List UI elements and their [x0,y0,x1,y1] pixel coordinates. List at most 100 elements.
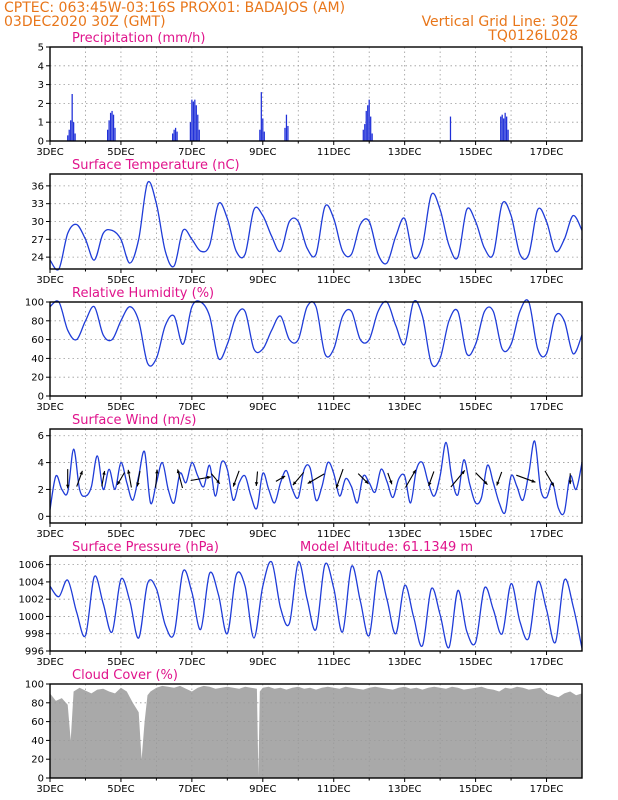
y-tick-label: 0 [38,774,44,785]
wind-arrow [387,472,393,485]
panel-title-temp: Surface Temperature (nC) [72,158,240,173]
x-tick-label: 11DEC [317,529,351,540]
wind-arrow-head [66,484,70,489]
y-tick-label: 60 [31,335,44,346]
wind-arrow-head [176,469,181,474]
panel-temp: Surface Temperature (nC) 24 27 30 33 36 3DEC 5D… [31,158,583,286]
x-tick-label: 9DEC [249,657,276,668]
precip-bar [367,105,369,141]
x-tick-label: 15DEC [459,529,493,540]
wind-arrow-head [292,481,297,486]
x-tick-label: 3DEC [36,784,63,795]
panel-rh: Relative Humidity (%) 0 20 40 60 80 100 3DEC 5DE… [25,286,583,413]
precip-bar [370,116,372,141]
precip-bar [195,105,197,141]
wind-arrow-head [79,470,83,475]
y-tick-label: 1000 [19,612,44,623]
wind-arrow [428,471,435,487]
wind-arrow-head [206,475,211,480]
x-tick-label: 11DEC [317,657,351,668]
y-tick-label: 2 [38,485,44,496]
precip-bar [71,94,73,141]
wind-arrow-head [127,469,131,474]
x-tick-label: 17DEC [530,275,564,286]
precip-bar [506,116,508,141]
precip-bar [260,92,262,141]
x-tick-label: 5DEC [107,784,134,795]
precip-bar [198,129,200,141]
x-tick-label: 5DEC [107,275,134,286]
x-tick-label: 7DEC [178,657,205,668]
series-line-temp [49,180,583,271]
x-tick-label: 3DEC [36,529,63,540]
panel-wind: Surface Wind (m/s) 0 2 4 6 3DEC 5DEC 7DEC 9DEC 11… [36,413,583,540]
x-tick-label: 13DEC [388,784,422,795]
y-tick-label: 40 [31,736,44,747]
x-tick-label: 11DEC [317,402,351,413]
x-tick-label: 15DEC [459,275,493,286]
x-tick-label: 15DEC [459,784,493,795]
wind-arrow-head [364,480,369,484]
wind-arrow [275,475,286,482]
y-tick-label: 80 [31,316,44,327]
wind-arrow [292,471,305,486]
series-line-pressure [49,560,583,649]
x-tick-label: 9DEC [249,784,276,795]
precip-bar [285,114,288,141]
y-tick-label: 1002 [19,595,44,606]
panel-pressure: Surface Pressure (hPa) Model Altitude: 61… [19,540,583,668]
precip-bar [111,110,113,141]
wind-arrow [475,472,488,485]
wind-arrow-head [568,480,572,485]
header-station-line: CPTEC: 063:45W-03:16S PROX01: BADAJOS (A… [4,0,345,16]
x-tick-label: 9DEC [249,529,276,540]
y-tick-label: 996 [25,647,44,658]
y-tick-label: 2 [38,99,44,110]
y-tick-label: 4 [38,61,44,72]
panel-title-rh: Relative Humidity (%) [72,286,214,301]
x-tick-label: 3DEC [36,402,63,413]
precip-bar [449,116,452,141]
y-tick-label: 998 [25,629,44,640]
x-tick-label: 5DEC [107,147,134,158]
x-tick-label: 13DEC [388,657,422,668]
y-tick-label: 6 [38,431,44,442]
precip-bar [503,118,505,141]
chart-header: CPTEC: 063:45W-03:16S PROX01: BADAJOS (A… [4,0,578,44]
y-tick-label: 0 [38,137,44,148]
panel-precip: Precipitation (mm/h) 0 1 2 3 4 5 3DEC 5DEC 7DEC 9D… [36,31,583,158]
x-tick-label: 3DEC [36,147,63,158]
header-model-id: TQ0126L028 [487,28,578,44]
precip-bar [500,116,502,141]
wind-arrow [568,473,572,485]
wind-arrow [136,470,141,487]
panel-cloud: Cloud Cover (%) 0 20 40 60 80 100 3DEC 5DEC 7DEC 9… [25,668,583,795]
panel-frame [49,301,583,397]
y-tick-label: 1006 [19,560,44,571]
wind-arrow-head [412,469,416,474]
y-tick-label: 5 [38,43,44,54]
y-tick-label: 20 [31,373,44,384]
wind-arrow-head [254,482,259,486]
x-tick-label: 17DEC [530,657,564,668]
wind-arrow [101,470,106,487]
precip-bar [109,112,112,141]
precip-bar [189,122,192,141]
y-tick-label: 1 [38,118,44,129]
y-tick-label: 24 [31,253,44,264]
wind-arrow-head [531,479,536,483]
y-tick-label: 36 [31,181,44,192]
y-tick-label: 100 [25,298,44,309]
wind-arrow [450,470,466,488]
precip-bar [112,114,115,141]
precip-bar [262,118,264,141]
wind-arrow-head [281,476,286,480]
y-tick-label: 30 [31,217,44,228]
precip-bar [259,129,261,141]
precip-bar [504,112,506,141]
precip-bar [371,133,373,141]
precip-bar [287,125,289,141]
precip-bar [501,114,503,141]
precip-bar [192,101,194,141]
